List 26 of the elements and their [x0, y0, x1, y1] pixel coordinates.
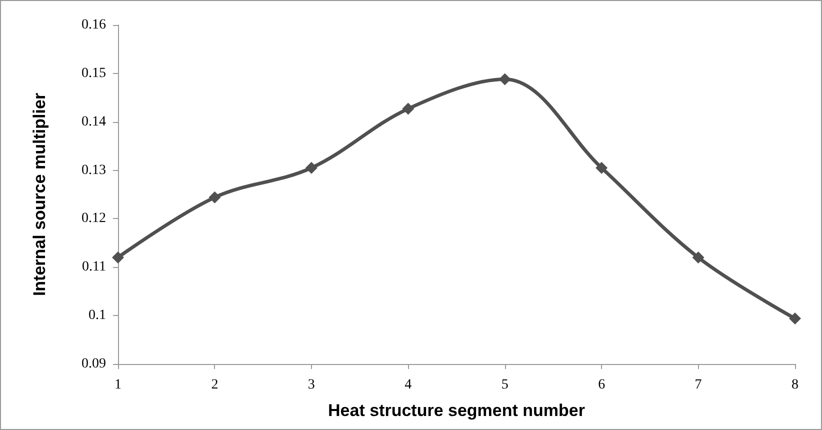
point: [498, 73, 511, 86]
point: [402, 102, 414, 115]
point: [112, 251, 124, 264]
point: [789, 312, 801, 324]
x-tick-label: 7: [694, 378, 702, 392]
y-tick-label: 0.13: [82, 162, 106, 178]
y-tick-label: 0.09: [82, 356, 106, 372]
y-tick-label: 0.12: [82, 211, 106, 226]
point: [305, 162, 318, 174]
y-axis-title: Internal source multiplier: [30, 92, 49, 296]
y-tick-label: 0.16: [82, 18, 106, 32]
x-tick-label: 2: [211, 378, 218, 392]
x-tick-label: 8: [792, 378, 798, 392]
x-tick-label: 1: [114, 378, 122, 392]
y-tick-label: 0.11: [82, 260, 106, 275]
y-tick-label: 0.1: [88, 308, 106, 324]
point: [692, 251, 704, 264]
point: [596, 162, 608, 174]
x-tick-label: 4: [404, 378, 412, 392]
y-tick-label: 0.14: [82, 114, 106, 130]
point: [208, 191, 221, 204]
x-axis-title: Heat structure segment number: [328, 401, 586, 420]
x-tick-label: 3: [308, 378, 315, 392]
y-tick-label: 0.15: [82, 66, 106, 81]
x-tick-label: 6: [598, 378, 606, 392]
x-tick-label: 5: [501, 378, 508, 392]
